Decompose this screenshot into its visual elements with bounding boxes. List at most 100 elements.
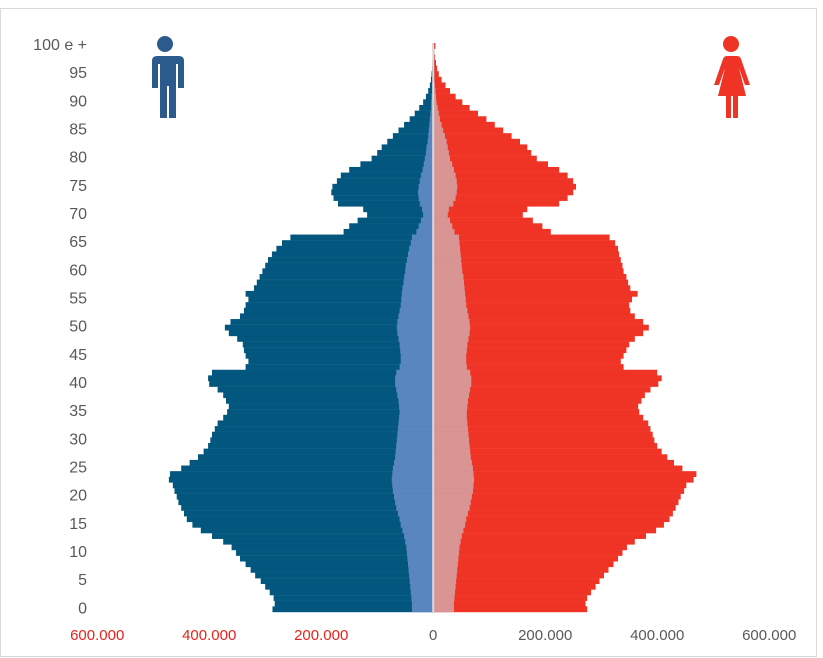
y-tick-label: 20 (69, 488, 87, 505)
bar (433, 273, 627, 280)
bar (418, 183, 434, 190)
bar (396, 324, 434, 331)
bar (433, 285, 631, 292)
bar (433, 454, 668, 461)
bar (433, 104, 438, 111)
bar (248, 296, 434, 303)
bar (223, 392, 434, 399)
bar (433, 414, 467, 421)
bar (433, 448, 662, 455)
bar (408, 561, 434, 568)
bar (433, 76, 442, 83)
bar (245, 364, 434, 370)
bar (433, 319, 644, 325)
bar (433, 223, 453, 230)
bar (392, 465, 434, 472)
bar (397, 431, 434, 438)
bar (429, 121, 434, 128)
bar (336, 178, 434, 185)
bar (433, 589, 456, 596)
bar (433, 127, 504, 134)
y-tick-label: 90 (69, 93, 87, 110)
bar (428, 88, 434, 94)
bar (433, 245, 618, 252)
bar (343, 228, 434, 235)
bar (433, 43, 436, 49)
bar (223, 414, 434, 421)
bar (401, 296, 434, 303)
bar (208, 375, 434, 382)
bar (433, 347, 627, 354)
bar (338, 200, 434, 207)
bar (433, 262, 623, 269)
bar (430, 99, 434, 106)
male-icon (151, 36, 184, 118)
bar (396, 437, 434, 444)
bar (420, 217, 434, 224)
bar (409, 116, 434, 123)
bar (396, 386, 434, 393)
bar (433, 516, 670, 523)
bar (433, 471, 474, 477)
bar (425, 93, 434, 100)
x-tick-label: 200.000 (294, 627, 348, 644)
bar (360, 161, 434, 168)
bar (433, 161, 453, 168)
bar (433, 161, 548, 168)
bar (433, 482, 687, 489)
bar (392, 482, 434, 489)
bar (210, 437, 434, 444)
bar (377, 150, 434, 156)
bar (398, 127, 434, 134)
bar (433, 150, 532, 156)
bar (433, 195, 568, 201)
bar (433, 279, 629, 286)
bar (422, 166, 434, 173)
bar (433, 324, 471, 331)
x-tick-label: 600.000 (70, 627, 124, 644)
bar (433, 347, 467, 354)
bar (406, 544, 434, 551)
x-tick-label: 400.000 (630, 627, 684, 644)
bar (333, 195, 434, 201)
bar (433, 504, 676, 511)
bar (433, 138, 520, 145)
bar (245, 290, 434, 297)
bar (433, 138, 447, 145)
bar (395, 454, 434, 461)
bar (433, 183, 458, 190)
bar (392, 133, 434, 139)
bar (409, 245, 434, 252)
bar (228, 330, 434, 337)
bar (269, 589, 434, 596)
bar (433, 397, 468, 404)
bar (349, 166, 434, 173)
bar (399, 403, 434, 410)
bar (392, 471, 434, 477)
bar (332, 183, 434, 190)
bar (433, 504, 470, 511)
bar (228, 403, 434, 410)
bar (433, 589, 592, 596)
bar (433, 240, 616, 247)
bar (433, 375, 472, 382)
bar (212, 431, 434, 438)
bar (357, 217, 434, 224)
bar (433, 606, 588, 613)
bar (433, 578, 600, 585)
bar (433, 493, 681, 500)
bar (418, 195, 434, 201)
y-tick-label: 10 (69, 544, 87, 561)
bar (400, 521, 434, 528)
bar (198, 454, 434, 461)
bar (254, 285, 434, 292)
bar (410, 583, 434, 590)
bar (276, 245, 434, 252)
bar (433, 595, 588, 601)
bar (433, 144, 528, 151)
bar (433, 516, 467, 523)
bar (240, 313, 434, 320)
bar (433, 324, 649, 331)
x-tick-label: 0 (429, 627, 437, 644)
bar (433, 82, 446, 89)
